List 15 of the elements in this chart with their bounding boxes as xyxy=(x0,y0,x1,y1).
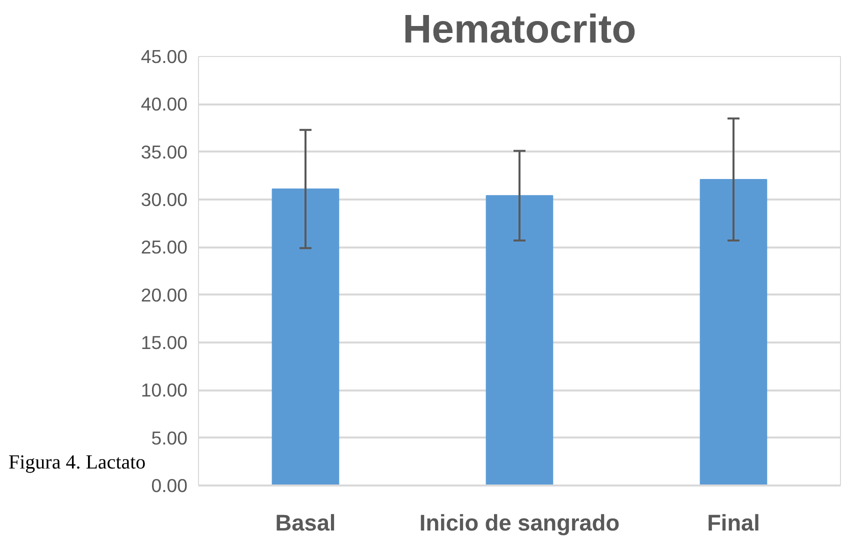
y-tick-label: 45.00 xyxy=(140,46,188,67)
y-tick-label: 25.00 xyxy=(140,236,188,258)
y-tick-label: 5.00 xyxy=(151,427,188,448)
y-tick-label: 0.00 xyxy=(151,475,188,496)
y-tick-label: 40.00 xyxy=(140,94,188,115)
text: Figura 4. Lactato xyxy=(8,452,146,474)
x-tick-label: Final xyxy=(707,510,760,536)
y-tick-label: 15.00 xyxy=(140,332,188,353)
y-tick-label: 35.00 xyxy=(140,141,188,162)
y-tick-label: 30.00 xyxy=(140,189,188,210)
x-tick-label: Inicio de sangrado xyxy=(419,510,620,536)
chart-title: Hematocrito xyxy=(402,8,636,52)
x-tick-label: Basal xyxy=(275,510,336,536)
y-tick-label: 20.00 xyxy=(140,284,188,306)
y-tick-label: 10.00 xyxy=(140,380,188,401)
